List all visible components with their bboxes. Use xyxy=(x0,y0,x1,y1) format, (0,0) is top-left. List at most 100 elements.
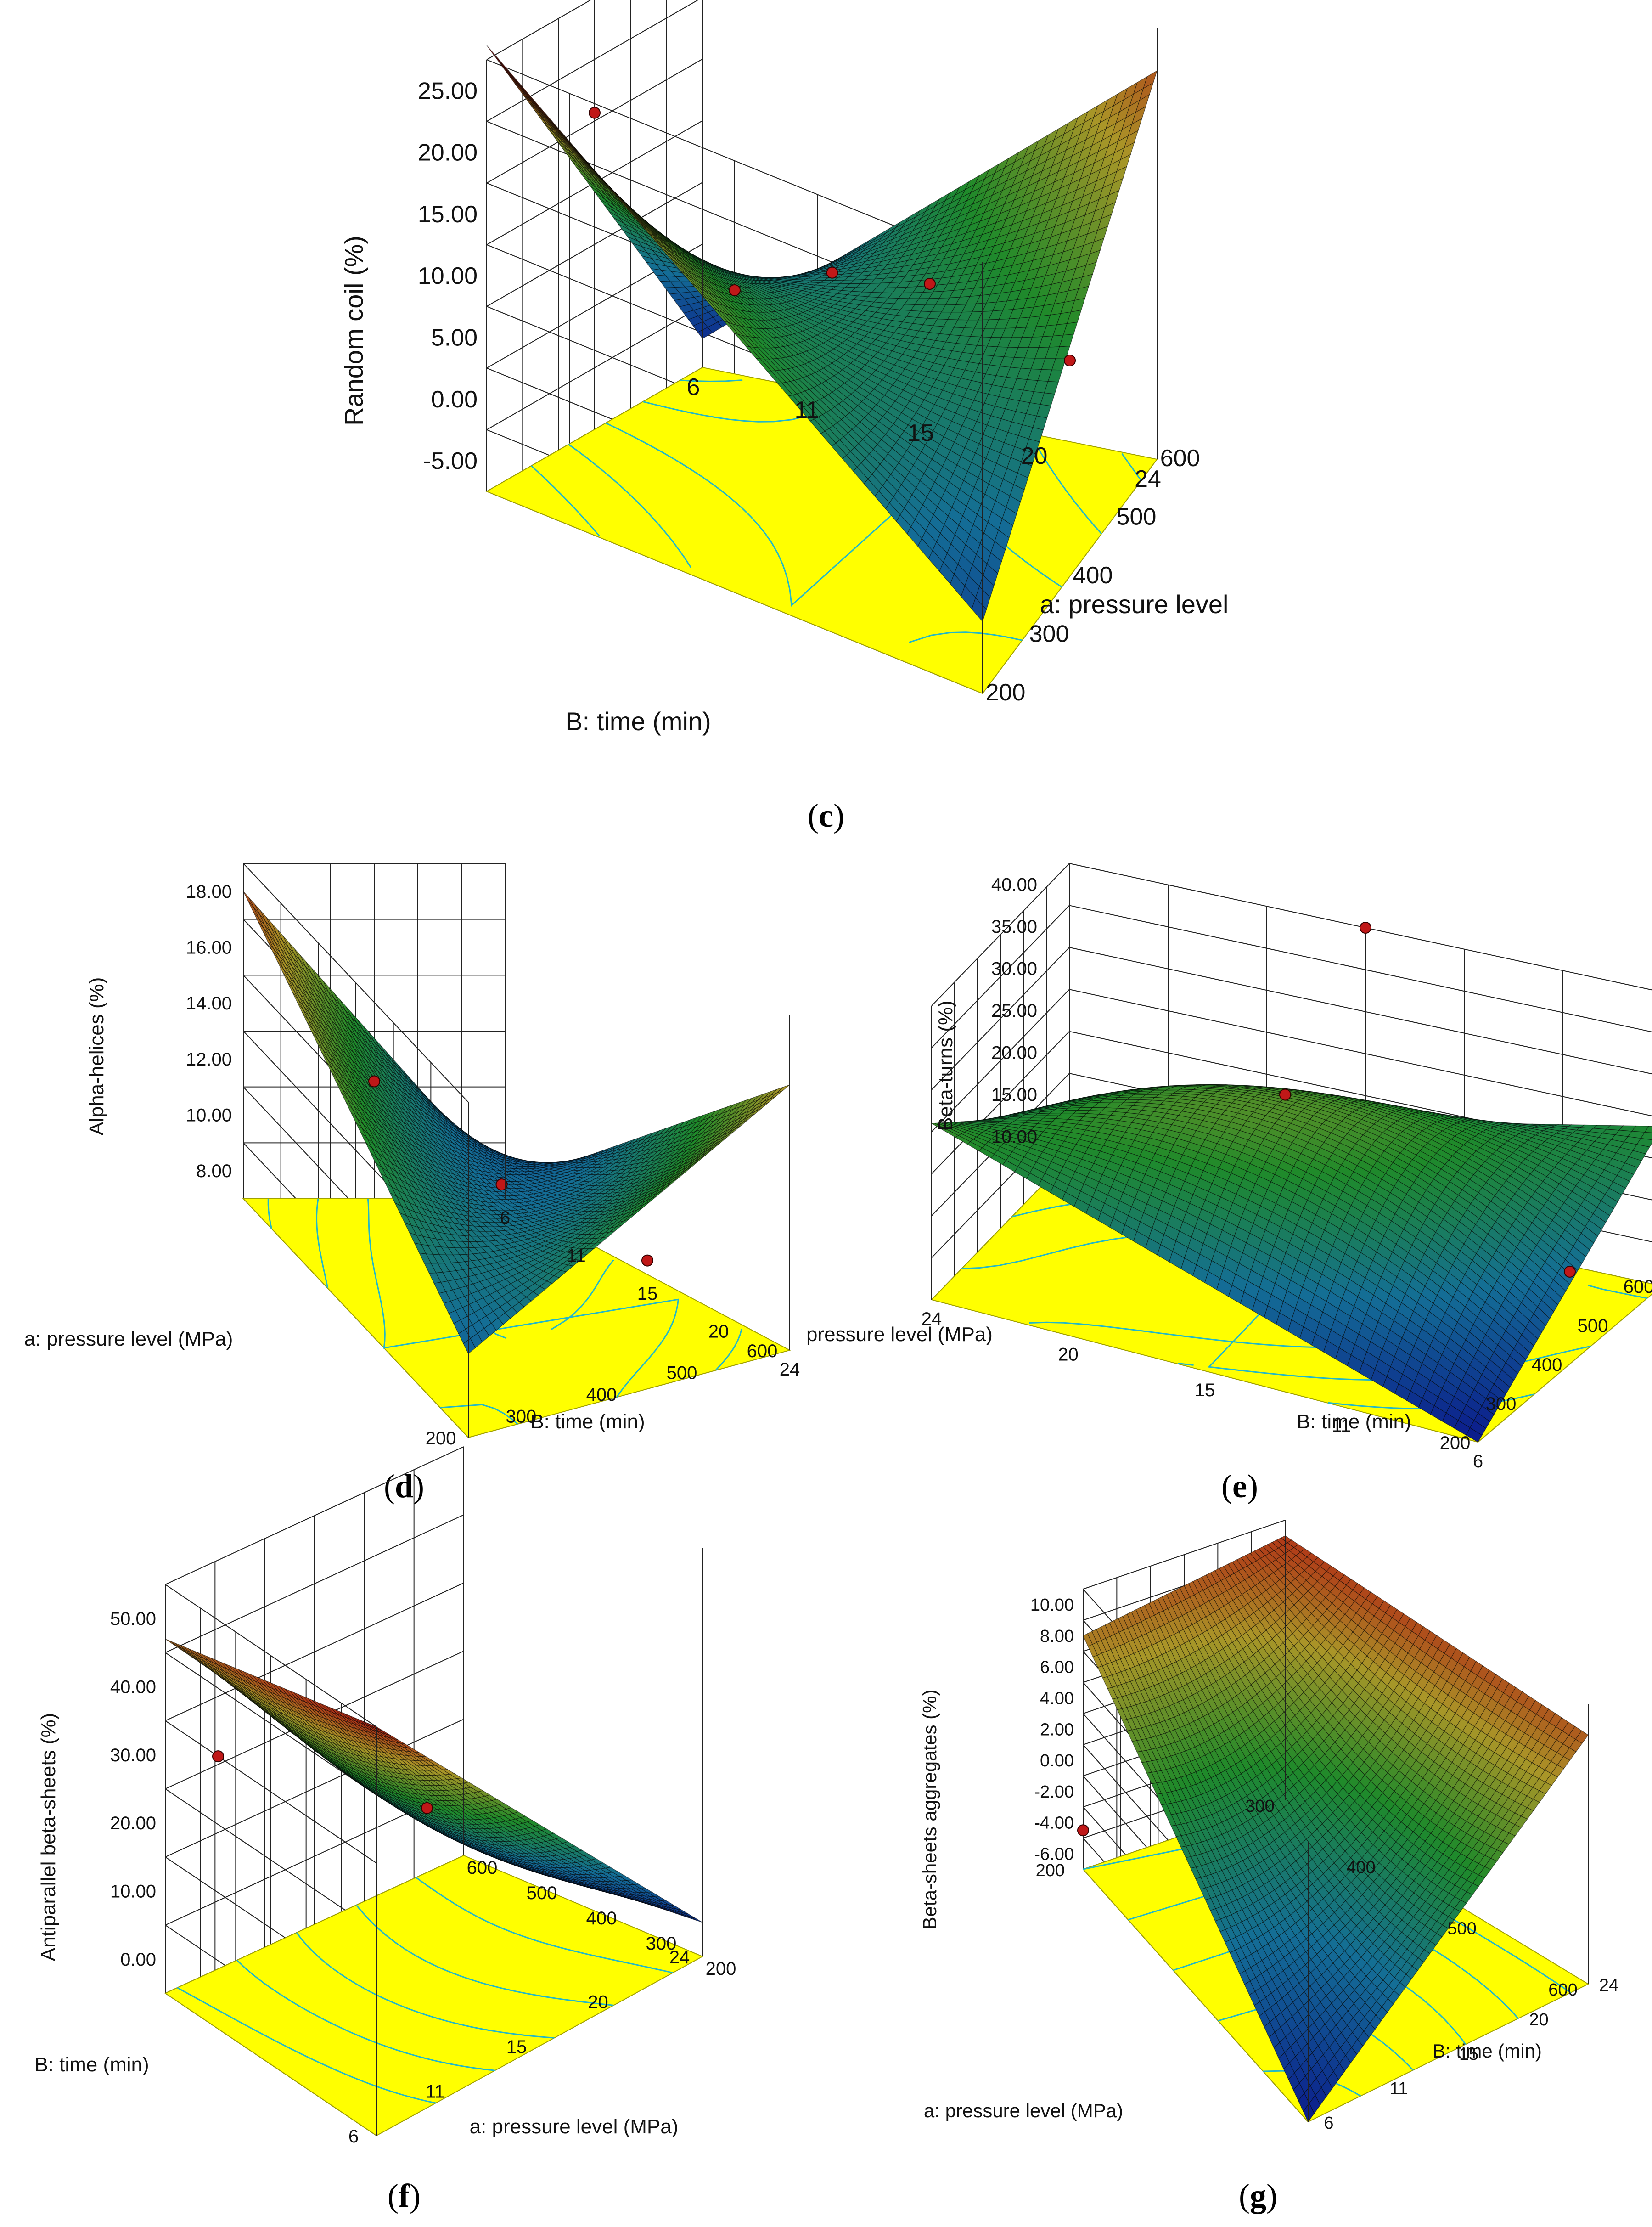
wall-grid-line xyxy=(165,1446,464,1585)
design-points-e xyxy=(1279,922,1576,1278)
x-tick-label: 24 xyxy=(922,1309,942,1329)
z-tick-label: 20.00 xyxy=(418,140,478,166)
y-tick-label: 300 xyxy=(1029,621,1069,648)
contour-line xyxy=(416,1877,673,1973)
contour-line xyxy=(267,1198,272,1229)
wall-grid-line xyxy=(486,305,703,430)
y-axis-title: B: time (min) xyxy=(34,2053,149,2076)
design-points-d xyxy=(368,1075,653,1267)
frame-edges-e xyxy=(931,1006,1478,1442)
z-tick-label: 50.00 xyxy=(110,1609,156,1629)
design-point xyxy=(1077,1824,1089,1837)
x-axis-title: B: time (min) xyxy=(1297,1410,1411,1433)
x-tick-label: 600 xyxy=(1548,1980,1577,2000)
wall-grid-line xyxy=(931,1031,1070,1174)
x-tick-label: 20 xyxy=(1058,1345,1079,1365)
panel-d: 8.00 10.00 12.00 14.00 16.00 18.00 6 11 15 20 24 20… xyxy=(0,836,826,1470)
caption-e: (e) xyxy=(1221,1468,1258,1505)
x-tick-label: 11 xyxy=(567,1246,586,1266)
design-point xyxy=(421,1802,433,1814)
panel-g: -6.00 -4.00 -2.00 0.00 2.00 4.00 6.00 8.00 10.00… xyxy=(826,1516,1652,2168)
contour-line xyxy=(531,465,600,537)
y-tick-label: 15 xyxy=(506,2037,527,2057)
z-axis-title: Random coil (%) xyxy=(339,236,368,426)
x-ticks-e: 24 20 15 11 6 xyxy=(922,1309,1483,1472)
z-axis-title: Beta-sheets aggregates (%) xyxy=(919,1690,940,1930)
frame-edges-f xyxy=(376,1447,703,2136)
x-tick-label: 500 xyxy=(1447,1919,1476,1939)
y-tick-label: 500 xyxy=(1578,1316,1608,1336)
design-points-c xyxy=(589,107,1076,366)
response-surface-g xyxy=(1083,1535,1589,2123)
x-axis-title: a: pressure level (MPa) xyxy=(470,2115,679,2138)
y-tick-label: 200 xyxy=(986,679,1026,706)
contour-line xyxy=(1178,1363,1194,1366)
wall-grid-line xyxy=(1069,989,1652,1116)
y-tick-label: 400 xyxy=(586,1385,617,1405)
y-tick-label: 20 xyxy=(588,1992,608,2013)
contour-line xyxy=(642,401,815,423)
x-tick-label: 11 xyxy=(1332,1416,1351,1436)
design-point xyxy=(1564,1265,1576,1278)
z-tick-label: 25.00 xyxy=(418,78,478,104)
x-tick-label: 6 xyxy=(1473,1451,1483,1472)
frame-edges-g xyxy=(1285,1520,1589,2122)
caption-f: (f) xyxy=(388,2177,421,2214)
y-tick-label: 300 xyxy=(1486,1394,1517,1414)
wall-grid-line xyxy=(165,1719,464,1858)
y-tick-label: 500 xyxy=(1117,504,1157,530)
contour-line xyxy=(355,1905,614,2006)
panel-f: 0.00 10.00 20.00 30.00 40.00 50.00 600 500 400 30… xyxy=(0,1446,826,2168)
z-ticks-g: -6.00 -4.00 -2.00 0.00 2.00 4.00 6.00 8.00 10.00 xyxy=(1030,1596,1074,1864)
wall-grid-line xyxy=(486,0,592,60)
z-tick-label: 20.00 xyxy=(991,1043,1037,1063)
contour-line xyxy=(367,1198,680,1398)
x-tick-label: 15 xyxy=(1195,1380,1215,1400)
z-tick-label: 10.00 xyxy=(110,1882,156,1902)
z-tick-label: -2.00 xyxy=(1034,1782,1074,1802)
z-tick-label: 40.00 xyxy=(110,1677,156,1697)
z-tick-label: 2.00 xyxy=(1040,1720,1074,1739)
y-ticks-d: 200 300 400 500 600 xyxy=(426,1341,778,1449)
x-tick-label: 200 xyxy=(1036,1861,1065,1880)
z-tick-label: 30.00 xyxy=(110,1745,156,1765)
y-tick-label: 24 xyxy=(1599,1976,1618,1995)
y-ticks-c: 200 300 400 500 600 xyxy=(986,445,1200,706)
wall-grid-line xyxy=(1069,905,1652,1032)
contour-line xyxy=(909,631,1023,643)
x-tick-label: 400 xyxy=(1346,1858,1375,1877)
wall-grid-line xyxy=(165,1514,464,1653)
response-surface-d xyxy=(243,891,790,1354)
z-tick-label: 20.00 xyxy=(110,1813,156,1833)
y-ticks-g: 6 11 15 20 24 xyxy=(1324,1976,1618,2133)
wall-grid-line xyxy=(1069,947,1652,1075)
y-tick-label: 500 xyxy=(667,1363,697,1383)
surface-plot-e: 10.00 15.00 20.00 25.00 30.00 35.00 40.00 24 20 1… xyxy=(806,863,1652,1472)
y-axis-title: a: pressure level (MPa) xyxy=(24,1328,233,1350)
contour-line xyxy=(568,444,691,568)
surface-plot-c: -5.00 0.00 5.00 10.00 15.00 20.00 25.00 6 11 15 20… xyxy=(339,0,1229,736)
z-tick-label: 10.00 xyxy=(1030,1596,1074,1615)
panel-c: -5.00 0.00 5.00 10.00 15.00 20.00 25.00 6 11 15 20… xyxy=(0,0,1652,818)
x-tick-label: 200 xyxy=(706,1959,736,1979)
z-ticks-d: 8.00 10.00 12.00 14.00 16.00 18.00 xyxy=(186,882,232,1181)
contour-line xyxy=(1588,1285,1647,1299)
x-ticks-g: 300 400 500 600 200 xyxy=(1036,1797,1578,2000)
z-tick-label: 35.00 xyxy=(991,917,1037,937)
contour-line xyxy=(177,1987,436,2104)
z-tick-label: 15.00 xyxy=(418,201,478,228)
x-tick-label: 600 xyxy=(467,1858,498,1878)
wall-grid-line xyxy=(931,947,1070,1090)
wall-grid-line xyxy=(1083,1520,1286,1590)
z-tick-label: 0.00 xyxy=(431,386,478,413)
y-tick-label: 6 xyxy=(348,2126,359,2147)
z-tick-label: 16.00 xyxy=(186,938,232,958)
y-tick-label: 6 xyxy=(1324,2114,1333,2133)
x-tick-label: 400 xyxy=(586,1908,617,1928)
y-tick-label: 200 xyxy=(1440,1433,1471,1453)
wall-grid-line xyxy=(486,182,703,307)
y-axis-title: a: pressure level xyxy=(1040,590,1229,619)
x-axis-title: B: time (min) xyxy=(565,707,711,736)
x-tick-label: 15 xyxy=(907,420,934,446)
x-tick-label: 20 xyxy=(1021,443,1048,469)
